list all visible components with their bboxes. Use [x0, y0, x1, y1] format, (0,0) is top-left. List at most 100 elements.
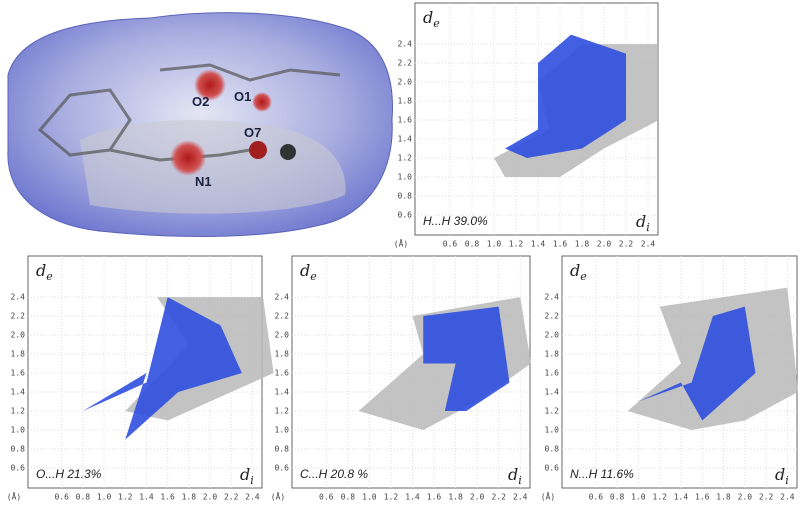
x-tick-label: 1.4 [405, 493, 420, 502]
x-tick-label: 0.6 [589, 493, 604, 502]
y-tick-label: 2.4 [398, 40, 413, 49]
axis-symbol: d [423, 8, 433, 27]
y-tick-label: 1.8 [545, 350, 560, 359]
x-tick-label: 1.2 [509, 240, 524, 249]
y-tick-label: 1.0 [398, 173, 413, 182]
y-tick-label: 0.8 [275, 445, 290, 454]
y-tick-label: 1.4 [545, 388, 560, 397]
x-tick-label: 0.6 [54, 493, 69, 502]
x-axis-label: di [508, 465, 522, 487]
x-tick-label: 2.0 [597, 240, 612, 249]
y-tick-label: 0.6 [11, 464, 26, 473]
x-tick-label: 2.4 [641, 240, 656, 249]
axis-symbol: d [240, 465, 250, 484]
y-tick-label: 1.4 [398, 135, 413, 144]
x-tick-label: 1.6 [160, 493, 175, 502]
y-tick-label: 1.8 [398, 97, 413, 106]
x-tick-label: 2.4 [245, 493, 260, 502]
x-tick-label: 0.6 [443, 240, 458, 249]
y-tick-label: 0.6 [275, 464, 290, 473]
x-tick-label: 1.2 [384, 493, 399, 502]
contact-region [505, 34, 627, 159]
y-tick-label: 1.0 [11, 426, 26, 435]
x-tick-label: 2.2 [759, 493, 774, 502]
axis-symbol: d [570, 261, 580, 280]
x-tick-label: 2.2 [491, 493, 506, 502]
unit-label: (Å) [7, 491, 21, 502]
x-tick-label: 0.8 [341, 493, 356, 502]
x-tick-label: 1.6 [695, 493, 710, 502]
axis-symbol: d [36, 261, 46, 280]
x-tick-label: 2.4 [513, 493, 528, 502]
fingerprint-plot: 0.6 0.8 1.0 1.2 1.4 1.6 1.8 2.0 2.2 2.4 0.6 0.8 1.0 1… [271, 255, 532, 502]
x-tick-label: 2.2 [224, 493, 239, 502]
x-tick-label: 2.2 [619, 240, 634, 249]
axis-symbol: d [636, 212, 646, 231]
x-tick-label: 1.6 [427, 493, 442, 502]
x-axis-label: di [240, 465, 254, 487]
axis-symbol: d [775, 465, 785, 484]
x-tick-label: 1.0 [631, 493, 646, 502]
y-tick-label: 2.0 [545, 331, 560, 340]
y-tick-label: 1.6 [398, 116, 413, 125]
fingerprint-plot: 0.6 0.8 1.0 1.2 1.4 1.6 1.8 2.0 2.2 2.4 0.6 0.8 1.0 1… [394, 2, 660, 249]
axis-subscript: e [580, 270, 587, 283]
x-tick-label: 1.4 [531, 240, 546, 249]
x-tick-label: 1.6 [553, 240, 568, 249]
x-tick-label: 1.8 [448, 493, 463, 502]
contact-label: O...H 21.3% [36, 467, 102, 481]
axis-subscript: e [310, 270, 317, 283]
y-tick-label: 1.8 [275, 350, 290, 359]
y-tick-label: 0.8 [545, 445, 560, 454]
x-tick-label: 2.4 [780, 493, 795, 502]
contact-label: C...H 20.8 % [300, 467, 368, 481]
y-tick-label: 0.6 [398, 211, 413, 220]
x-tick-label: 2.0 [470, 493, 485, 502]
x-tick-label: 2.0 [203, 493, 218, 502]
hirshfeld-surface: O2 O1 O7 N1 [7, 12, 393, 237]
y-tick-label: 1.2 [398, 154, 413, 163]
axis-symbol: d [508, 465, 518, 484]
y-axis-label: de [570, 261, 587, 283]
x-tick-label: 0.8 [76, 493, 91, 502]
atom-label: O7 [244, 125, 261, 140]
y-tick-label: 2.4 [545, 293, 560, 302]
contact-region [423, 306, 510, 412]
axis-subscript: i [646, 221, 650, 234]
y-tick-label: 1.4 [275, 388, 290, 397]
atom-label: N1 [195, 174, 212, 189]
y-tick-label: 2.0 [11, 331, 26, 340]
x-tick-label: 1.8 [182, 493, 197, 502]
unit-label: (Å) [541, 491, 555, 502]
axis-subscript: i [785, 474, 789, 487]
contact-label: N...H 11.6% [570, 467, 634, 481]
x-tick-label: 0.8 [610, 493, 625, 502]
y-tick-label: 1.6 [11, 369, 26, 378]
fingerprint-plot: 0.6 0.8 1.0 1.2 1.4 1.6 1.8 2.0 2.2 2.4 0.6 0.8 1.0 1… [541, 255, 799, 502]
y-tick-label: 2.2 [545, 312, 560, 321]
x-tick-label: 2.0 [738, 493, 753, 502]
y-tick-label: 1.8 [11, 350, 26, 359]
atom-label: O1 [234, 89, 251, 104]
contact-region [638, 306, 756, 421]
unit-label: (Å) [394, 238, 408, 249]
y-tick-label: 2.4 [275, 293, 290, 302]
axis-subscript: e [433, 17, 440, 30]
x-tick-label: 1.2 [652, 493, 667, 502]
x-tick-label: 0.6 [319, 493, 334, 502]
axis-symbol: d [300, 261, 310, 280]
y-tick-label: 1.4 [11, 388, 26, 397]
x-tick-label: 1.2 [118, 493, 133, 502]
y-tick-label: 2.0 [275, 331, 290, 340]
x-tick-label: 1.4 [674, 493, 689, 502]
y-tick-label: 2.2 [398, 59, 413, 68]
y-tick-label: 0.8 [11, 445, 26, 454]
atom-label: O2 [192, 94, 209, 109]
y-tick-label: 2.2 [11, 312, 26, 321]
y-tick-label: 1.6 [275, 369, 290, 378]
y-tick-label: 0.6 [545, 464, 560, 473]
x-tick-label: 1.0 [97, 493, 112, 502]
y-tick-label: 1.0 [275, 426, 290, 435]
y-axis-label: de [300, 261, 317, 283]
y-tick-label: 0.8 [398, 192, 413, 201]
